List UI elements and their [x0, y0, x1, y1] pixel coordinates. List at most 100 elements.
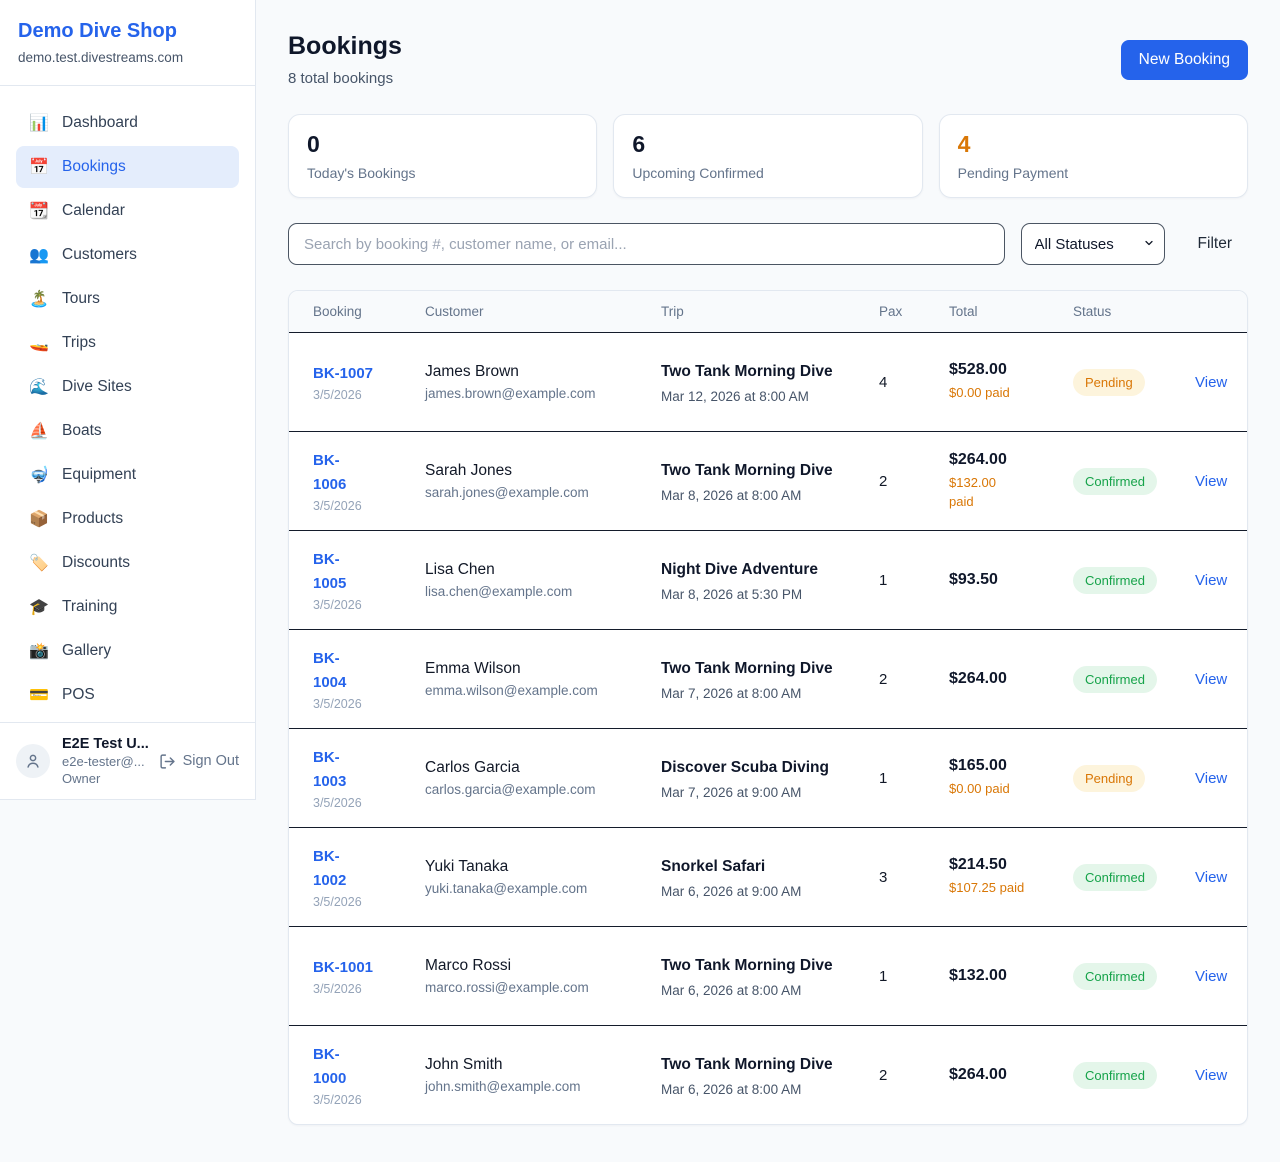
sidebar-item-dashboard[interactable]: 📊 Dashboard	[16, 102, 239, 144]
sidebar-item-label: Training	[62, 598, 118, 615]
view-link[interactable]: View	[1195, 769, 1228, 787]
trip-datetime: Mar 6, 2026 at 9:00 AM	[661, 883, 802, 899]
status-cell: Confirmed	[1073, 566, 1195, 594]
booking-created-date: 3/5/2026	[313, 498, 362, 513]
view-link[interactable]: View	[1195, 373, 1228, 391]
shop-header: Demo Dive Shop demo.test.divestreams.com	[0, 0, 255, 86]
sidebar-item-label: POS	[62, 686, 95, 703]
status-badge: Confirmed	[1073, 665, 1157, 693]
sidebar-item-trips[interactable]: 🚤 Trips	[16, 322, 239, 364]
sidebar-item-gallery[interactable]: 📸 Gallery	[16, 630, 239, 672]
pax-count: 2	[879, 670, 888, 688]
trip-cell: Two Tank Morning Dive Mar 7, 2026 at 8:00…	[661, 657, 879, 700]
customer-cell: Emma Wilson emma.wilson@example.com	[425, 660, 661, 698]
sidebar-item-boats[interactable]: ⛵ Boats	[16, 410, 239, 452]
credit-card-icon: 💳	[29, 687, 49, 704]
booking-id-link[interactable]: BK- 1002	[313, 848, 347, 889]
search-input[interactable]	[288, 223, 1005, 265]
people-icon: 👥	[29, 247, 49, 264]
column-header-trip: Trip	[661, 304, 684, 319]
trip-name: Night Dive Adventure	[661, 561, 819, 579]
stat-value: 6	[632, 131, 646, 157]
sidebar-item-tours[interactable]: 🏝️ Tours	[16, 278, 239, 320]
customer-cell: Sarah Jones sarah.jones@example.com	[425, 462, 661, 500]
booking-id-link[interactable]: BK- 1000	[313, 1046, 347, 1087]
stat-value: 0	[307, 131, 320, 157]
total-cell: $214.50 $107.25 paid	[949, 856, 1073, 898]
stat-label: Pending Payment	[957, 165, 1069, 182]
speedboat-icon: 🚤	[29, 335, 49, 352]
view-link[interactable]: View	[1195, 472, 1228, 490]
booking-id-link[interactable]: BK- 1004	[313, 650, 347, 691]
customer-cell: Carlos Garcia carlos.garcia@example.com	[425, 759, 661, 797]
booking-id-link[interactable]: BK- 1005	[313, 551, 347, 592]
sidebar-item-products[interactable]: 📦 Products	[16, 498, 239, 540]
total-amount: $165.00	[949, 757, 1007, 775]
pax-count: 2	[879, 1066, 888, 1084]
status-cell: Confirmed	[1073, 467, 1195, 495]
customer-email: sarah.jones@example.com	[425, 485, 589, 500]
island-icon: 🏝️	[29, 291, 49, 308]
table-header-row: Booking Customer Trip Pax Total Status	[289, 291, 1247, 332]
booking-created-date: 3/5/2026	[313, 696, 362, 711]
sidebar-nav: 📊 Dashboard 📅 Bookings 📆 Calendar 👥 Customers 🏝️…	[0, 86, 255, 734]
customer-name: Yuki Tanaka	[425, 858, 509, 875]
sailboat-icon: ⛵	[29, 423, 49, 440]
table-row: BK- 1006 3/5/2026 Sarah Jones sarah.jones@e…	[289, 431, 1247, 530]
pax-count: 1	[879, 571, 888, 589]
stat-card-todays-bookings: 0 Today's Bookings	[288, 114, 598, 198]
pax-count: 4	[879, 373, 888, 391]
sidebar-item-customers[interactable]: 👥 Customers	[16, 234, 239, 276]
pax-count: 3	[879, 868, 888, 886]
sidebar-item-dive-sites[interactable]: 🌊 Dive Sites	[16, 366, 239, 408]
graduation-cap-icon: 🎓	[29, 599, 49, 616]
total-cell: $264.00 $132.00 paid	[949, 451, 1073, 512]
sidebar-item-label: Products	[62, 510, 124, 527]
sidebar-item-pos[interactable]: 💳 POS	[16, 674, 239, 716]
sidebar-item-equipment[interactable]: 🤿 Equipment	[16, 454, 239, 496]
shop-name: Demo Dive Shop	[18, 20, 177, 42]
user-role: Owner	[62, 771, 101, 786]
customer-cell: Lisa Chen lisa.chen@example.com	[425, 561, 661, 599]
customer-name: Lisa Chen	[425, 561, 495, 578]
booking-id-link[interactable]: BK- 1006	[313, 452, 347, 493]
sidebar-item-bookings[interactable]: 📅 Bookings	[16, 146, 239, 188]
view-link[interactable]: View	[1195, 571, 1228, 589]
calendar-icon: 📅	[29, 159, 49, 176]
status-cell: Confirmed	[1073, 665, 1195, 693]
status-badge: Confirmed	[1073, 1061, 1157, 1089]
sign-out-button[interactable]: Sign Out	[159, 753, 239, 770]
filter-button[interactable]: Filter	[1197, 235, 1232, 252]
stat-label: Today's Bookings	[307, 165, 416, 182]
trip-datetime: Mar 7, 2026 at 9:00 AM	[661, 784, 802, 800]
new-booking-button[interactable]: New Booking	[1120, 40, 1248, 80]
total-amount: $214.50	[949, 856, 1007, 874]
sidebar-item-calendar[interactable]: 📆 Calendar	[16, 190, 239, 232]
trip-datetime: Mar 12, 2026 at 8:00 AM	[661, 388, 809, 404]
wave-icon: 🌊	[29, 379, 49, 396]
sign-out-label: Sign Out	[182, 753, 239, 769]
trip-cell: Two Tank Morning Dive Mar 8, 2026 at 8:00…	[661, 459, 879, 502]
booking-id-link[interactable]: BK- 1003	[313, 749, 347, 790]
booking-id-link[interactable]: BK-1007	[313, 364, 374, 382]
view-link[interactable]: View	[1195, 967, 1228, 985]
sidebar-item-label: Boats	[62, 422, 102, 439]
sidebar: Demo Dive Shop demo.test.divestreams.com…	[0, 0, 256, 800]
booking-id-link[interactable]: BK-1001	[313, 958, 374, 976]
user-email: e2e-tester@...	[62, 754, 145, 769]
status-filter-select[interactable]: All Statuses	[1020, 223, 1165, 265]
total-cell: $132.00	[949, 967, 1073, 985]
status-cell: Confirmed	[1073, 863, 1195, 891]
view-link[interactable]: View	[1195, 670, 1228, 688]
bookings-table: Booking Customer Trip Pax Total Status B…	[288, 290, 1248, 1125]
sidebar-item-label: Tours	[62, 290, 100, 307]
stat-card-pending-payment: 4 Pending Payment	[938, 114, 1248, 198]
sidebar-item-discounts[interactable]: 🏷️ Discounts	[16, 542, 239, 584]
view-link[interactable]: View	[1195, 868, 1228, 886]
view-link[interactable]: View	[1195, 1066, 1228, 1084]
table-row: BK- 1002 3/5/2026 Yuki Tanaka yuki.tanaka@e…	[289, 827, 1247, 926]
sidebar-item-training[interactable]: 🎓 Training	[16, 586, 239, 628]
trip-datetime: Mar 8, 2026 at 8:00 AM	[661, 487, 802, 503]
table-row: BK-1001 3/5/2026 Marco Rossi marco.rossi@ex…	[289, 926, 1247, 1025]
page-subtitle: 8 total bookings	[288, 70, 394, 87]
